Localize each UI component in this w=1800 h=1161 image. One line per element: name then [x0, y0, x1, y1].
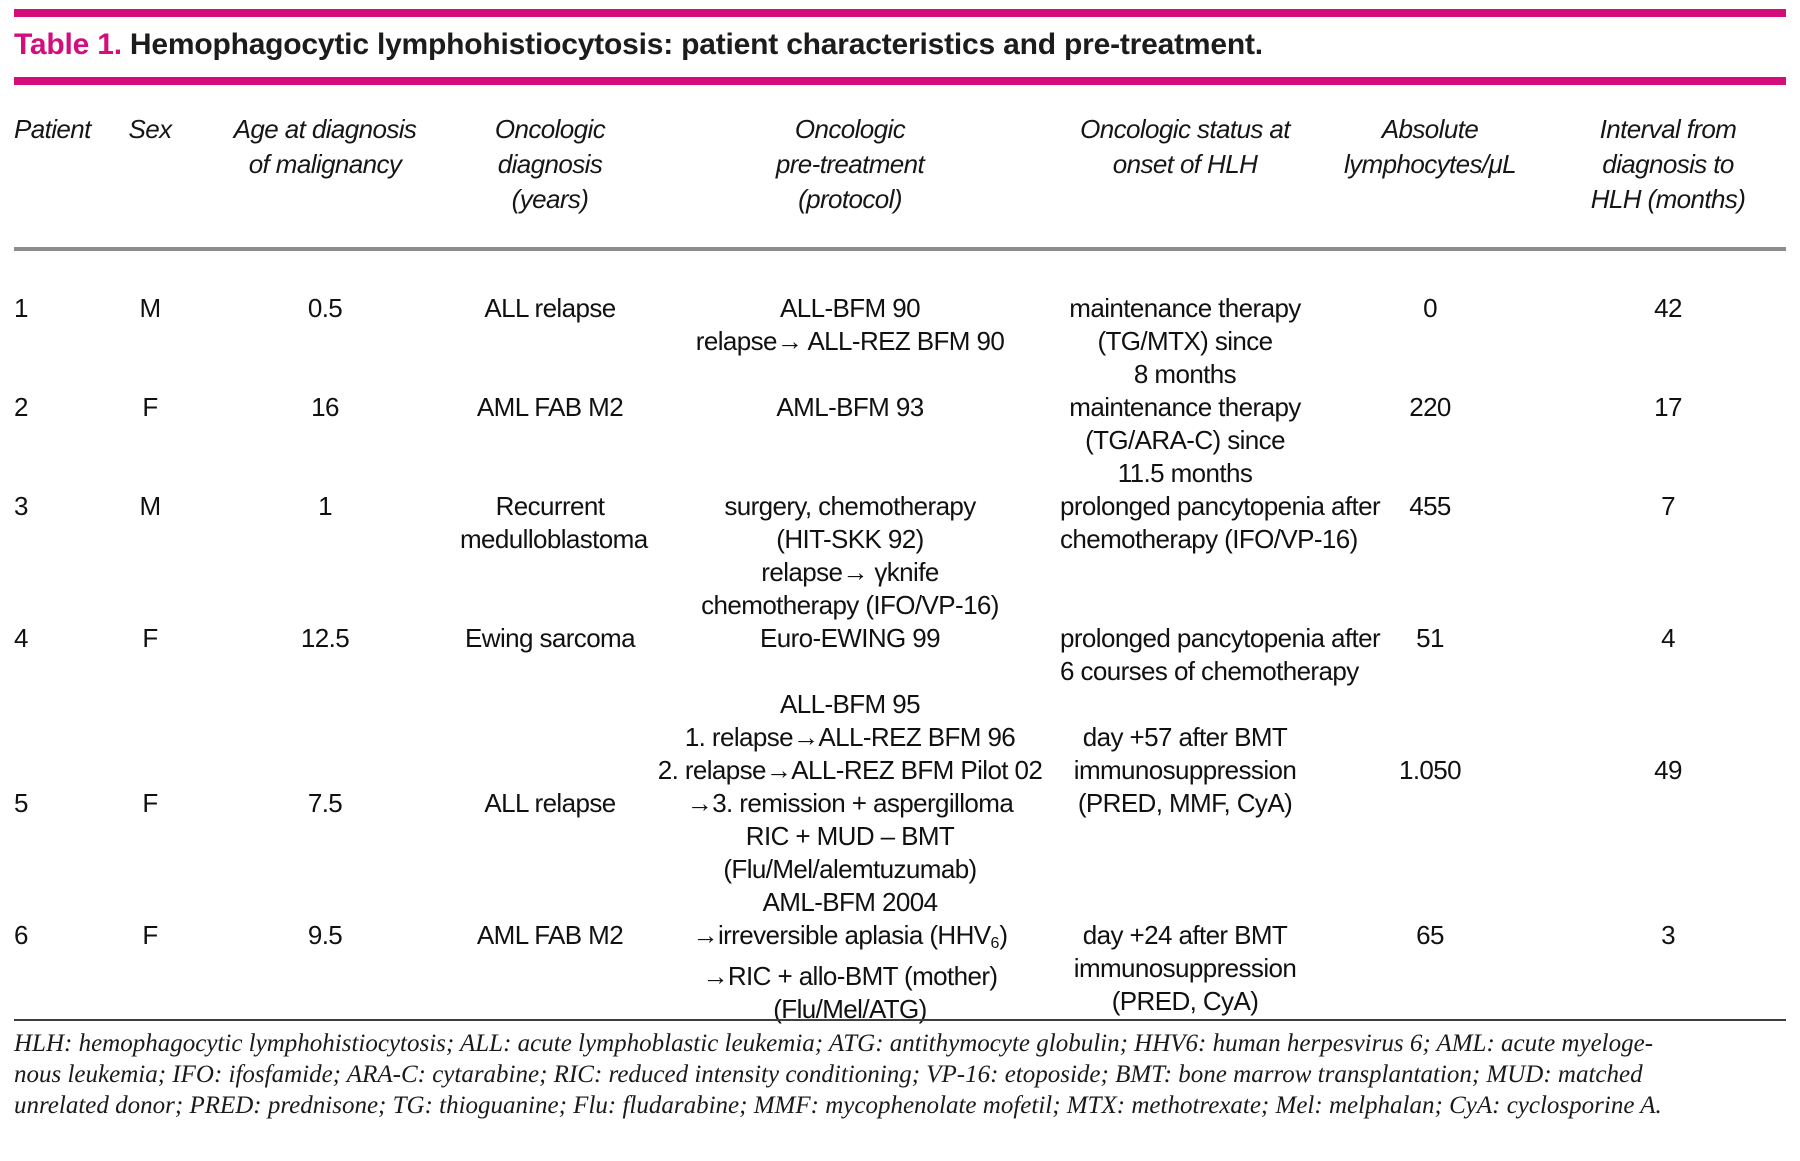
cell-patient: 4	[14, 623, 28, 653]
cell-sex: F	[142, 920, 158, 950]
cell-pretreatment: surgery, chemotherapy (HIT-SKK 92) relap…	[701, 491, 999, 620]
cell-lymphocytes: 65	[1416, 920, 1444, 950]
cell-status: maintenance therapy (TG/ARA-C) since 11.…	[1069, 392, 1301, 488]
hhv6-subscript: 6	[990, 935, 1000, 952]
table-body: 1 M 0.5 ALL relapse ALL-BFM 90 relapse→ …	[0, 292, 1800, 1026]
table-title: Table 1. Hemophagocytic lymphohistiocytos…	[14, 28, 1263, 62]
cell-age: 1	[318, 491, 332, 521]
cell-age: 16	[311, 392, 339, 422]
cell-age: 0.5	[307, 293, 343, 323]
column-header-pretreatment: Oncologic pre-treatment (protocol)	[775, 114, 925, 214]
cell-diagnosis: ALL relapse	[484, 293, 616, 323]
cell-status: prolonged pancytopenia after chemotherap…	[1060, 491, 1381, 554]
cell-patient: 1	[14, 293, 28, 323]
cell-status: maintenance therapy (TG/MTX) since 8 mon…	[1069, 293, 1301, 389]
column-header-status: Oncologic status at onset of HLH	[1080, 114, 1290, 179]
table-row-patient-6: 6 F 9.5 AML FAB M2 AML-BFM 2004 →irrever…	[0, 886, 1800, 1026]
table-footnote: HLH: hemophagocytic lymphohistiocytosis;…	[14, 1028, 1786, 1121]
cell-pretreatment: ALL-BFM 95 1. relapse→ALL-REZ BFM 96 2. …	[657, 689, 1043, 884]
footnote-line: HLH: hemophagocytic lymphohistiocytosis;…	[14, 1030, 1654, 1057]
table-row-patient-2: 2 F 16 AML FAB M2 AML-BFM 93 maintenance…	[0, 391, 1800, 490]
cell-age: 9.5	[307, 920, 343, 950]
table-row-patient-3: 3 M 1 Recurrent medulloblastoma surgery,…	[0, 490, 1800, 622]
title-accent-rule	[14, 77, 1786, 85]
table-number-label: Table 1.	[14, 28, 122, 61]
cell-patient: 2	[14, 392, 28, 422]
cell-sex: F	[142, 623, 158, 653]
table-row-patient-5: 5 F 7.5 ALL relapse ALL-BFM 95 1. relaps…	[0, 688, 1800, 886]
top-accent-rule	[14, 9, 1786, 17]
header-divider-rule	[14, 247, 1786, 251]
footnote-line: unrelated donor; PRED: prednisone; TG: t…	[14, 1092, 1662, 1119]
column-header-sex: Sex	[128, 114, 172, 144]
cell-interval: 7	[1661, 491, 1675, 521]
column-header-lymphocytes: Absolute lymphocytes/μL	[1343, 114, 1517, 179]
cell-lymphocytes: 220	[1409, 392, 1451, 422]
pretreatment-line-with-subscript: →irreversible aplasia (HHV6)	[692, 920, 1009, 952]
cell-lymphocytes: 0	[1423, 293, 1437, 323]
footnote-line: nous leukemia; IFO: ifosfamide; ARA-C: c…	[14, 1061, 1643, 1088]
cell-sex: M	[139, 293, 161, 323]
cell-pretreatment: AML-BFM 93	[776, 392, 924, 422]
cell-interval: 42	[1654, 293, 1682, 323]
cell-patient: 6	[14, 920, 28, 950]
cell-sex: F	[142, 392, 158, 422]
table-header-row: Patient Sex Age at diagnosis of malignan…	[0, 112, 1800, 217]
cell-interval: 17	[1654, 392, 1682, 422]
cell-sex: F	[142, 788, 158, 818]
cell-patient: 5	[14, 788, 28, 818]
column-header-diagnosis: Oncologic diagnosis (years)	[494, 114, 606, 214]
cell-sex: M	[139, 491, 161, 521]
cell-pretreatment: Euro-EWING 99	[759, 623, 941, 653]
cell-status: prolonged pancytopenia after 6 courses o…	[1060, 623, 1381, 686]
table-row-patient-4: 4 F 12.5 Ewing sarcoma Euro-EWING 99 pro…	[0, 622, 1800, 688]
cell-interval: 49	[1654, 755, 1682, 785]
cell-age: 12.5	[300, 623, 350, 653]
column-header-age: Age at diagnosis of malignancy	[233, 114, 417, 179]
cell-lymphocytes: 1.050	[1398, 755, 1462, 785]
cell-diagnosis: AML FAB M2	[476, 920, 624, 950]
cell-diagnosis: Recurrent medulloblastoma	[460, 491, 648, 554]
cell-interval: 3	[1661, 920, 1675, 950]
footnote-divider-rule	[14, 1019, 1786, 1021]
table-title-text: Hemophagocytic lymphohistiocytosis: pati…	[129, 28, 1263, 61]
cell-status: day +57 after BMT immunosuppression (PRE…	[1073, 722, 1297, 818]
cell-diagnosis: AML FAB M2	[476, 392, 624, 422]
cell-status: day +24 after BMT immunosuppression (PRE…	[1073, 920, 1297, 1016]
cell-pretreatment: ALL-BFM 90 relapse→ ALL-REZ BFM 90	[695, 293, 1005, 356]
cell-interval: 4	[1661, 623, 1675, 653]
column-header-interval: Interval from diagnosis to HLH (months)	[1590, 114, 1746, 214]
cell-patient: 3	[14, 491, 28, 521]
cell-age: 7.5	[307, 788, 343, 818]
cell-diagnosis: ALL relapse	[484, 788, 616, 818]
column-header-patient: Patient	[14, 114, 91, 144]
cell-diagnosis: Ewing sarcoma	[465, 623, 636, 653]
cell-lymphocytes: 51	[1416, 623, 1444, 653]
table-row-patient-1: 1 M 0.5 ALL relapse ALL-BFM 90 relapse→ …	[0, 292, 1800, 391]
cell-pretreatment: AML-BFM 2004 →irreversible aplasia (HHV6…	[640, 886, 1060, 1026]
cell-lymphocytes: 455	[1409, 491, 1451, 521]
